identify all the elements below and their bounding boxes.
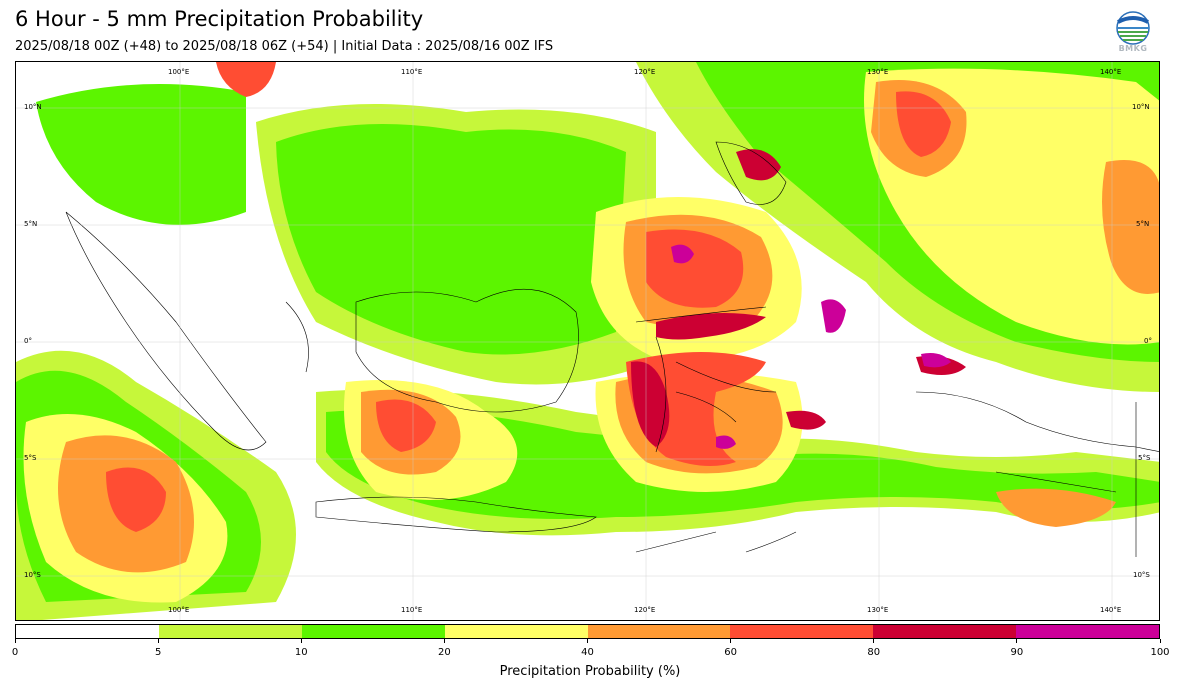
colorbar-tick-label: 80 [867, 647, 881, 658]
colorbar-tick-label: 40 [581, 647, 594, 658]
colorbar-tick-label: 60 [724, 647, 737, 658]
lat-label-right: 5°N [1136, 220, 1150, 228]
colorbar-segment [873, 625, 1017, 638]
lon-label-top: 120°E [634, 68, 656, 76]
lat-label-right: 10°N [1132, 103, 1150, 111]
colorbar-segment [444, 625, 588, 638]
colorbar-segment [158, 625, 302, 638]
lat-label-left: 5°N [24, 220, 38, 228]
lon-label-bottom: 120°E [634, 606, 656, 614]
lon-label-bottom: 130°E [867, 606, 889, 614]
colorbar-tickmark [157, 639, 159, 643]
colorbar-tickmark [443, 639, 445, 643]
colorbar-tick-label: 90 [1010, 647, 1024, 658]
lat-label-left: 10°N [24, 103, 42, 111]
lon-label-bottom: 100°E [168, 606, 190, 614]
lat-label-left: 0° [24, 337, 32, 345]
lat-label-left: 5°S [24, 454, 37, 462]
lat-label-right: 10°S [1133, 571, 1150, 579]
lat-label-right: 0° [1144, 337, 1152, 345]
colorbar [15, 624, 1160, 639]
colorbar-tickmark [730, 639, 732, 643]
map-canvas [16, 62, 1159, 620]
colorbar-tick-label: 5 [154, 647, 162, 658]
colorbar-segment [587, 625, 731, 638]
lon-label-top: 100°E [168, 68, 190, 76]
lon-label-bottom: 140°E [1100, 606, 1122, 614]
colorbar-tickmark [300, 639, 302, 643]
lat-label-left: 10°S [24, 571, 41, 579]
colorbar-segment [301, 625, 445, 638]
colorbar-tick-label: 20 [438, 647, 451, 658]
lon-label-top: 140°E [1100, 68, 1122, 76]
colorbar-tick-label: 10 [294, 647, 308, 658]
lon-label-top: 130°E [867, 68, 889, 76]
colorbar-segment [16, 625, 159, 638]
colorbar-tick-label: 0 [11, 647, 19, 658]
precipitation-map: 100°E 110°E 120°E 130°E 140°E 100°E 110°… [15, 61, 1160, 621]
colorbar-tickmark [873, 639, 875, 643]
lat-label-right: 5°S [1138, 454, 1151, 462]
colorbar-tickmark [14, 639, 16, 643]
chart-subtitle: 2025/08/18 00Z (+48) to 2025/08/18 06Z (… [15, 39, 554, 54]
colorbar-segment [730, 625, 874, 638]
chart-title: 6 Hour - 5 mm Precipitation Probability [15, 7, 424, 31]
colorbar-tickmark [587, 639, 588, 643]
graticule [16, 62, 1159, 620]
prob-80-90-regions [631, 149, 966, 447]
bmkg-logo-text: BMKG [1118, 44, 1148, 53]
coastlines [65, 141, 1159, 557]
lon-label-top: 110°E [401, 68, 423, 76]
colorbar-segment [1016, 625, 1159, 638]
colorbar-tickmark [1016, 639, 1018, 643]
bmkg-logo [1113, 10, 1153, 56]
prob-90-100-regions [671, 244, 951, 449]
colorbar-tick-label: 100 [1150, 647, 1170, 658]
colorbar-tickmark [1159, 639, 1161, 643]
lon-label-bottom: 110°E [401, 606, 423, 614]
colorbar-label: Precipitation Probability (%) [499, 664, 681, 679]
